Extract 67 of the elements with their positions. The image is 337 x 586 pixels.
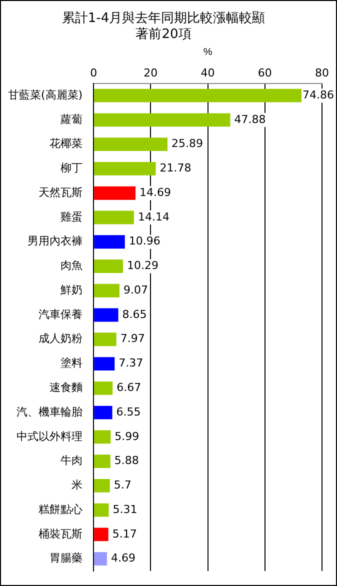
bar — [94, 284, 120, 298]
data-label: 14.69 — [140, 186, 172, 199]
y-tick-label: 牛肉 — [60, 454, 83, 468]
text: 累計1-4月與去年同期比較漲幅較顯 — [62, 11, 266, 26]
bar — [94, 478, 110, 492]
y-tick-label: 蘿蔔 — [60, 112, 83, 126]
bar — [94, 503, 109, 517]
bar — [94, 308, 118, 322]
bar — [94, 381, 113, 395]
x-tick-label: 60 — [258, 66, 272, 80]
bar — [94, 552, 107, 566]
data-label: 5.99 — [114, 430, 140, 443]
data-label: 4.69 — [110, 552, 136, 565]
y-tick-label: 汽車保養 — [38, 308, 83, 321]
data-label: 5.31 — [112, 502, 138, 516]
data-label: 5.17 — [112, 527, 137, 540]
y-tick-label: 速食麵 — [50, 381, 83, 394]
y-tick-label: 胃腸藥 — [50, 552, 83, 565]
bar — [94, 454, 110, 468]
y-tick-label: 男用內衣褲 — [28, 234, 83, 248]
y-tick-label: 鮮奶 — [60, 283, 83, 296]
bar — [94, 357, 115, 370]
y-tick-label: 天然瓦斯 — [38, 186, 83, 199]
y-tick-label: 桶裝瓦斯 — [38, 527, 83, 540]
data-label: 14.14 — [138, 210, 170, 224]
bar — [94, 235, 125, 249]
x-tick-label: 0 — [90, 66, 98, 80]
bar — [94, 186, 136, 200]
data-label: 5.7 — [114, 478, 132, 492]
bar — [94, 162, 156, 176]
data-label: 7.37 — [118, 356, 144, 370]
bar — [94, 332, 116, 346]
data-label: 25.89 — [172, 137, 204, 150]
data-label: 5.88 — [114, 454, 139, 468]
y-tick-label: 塗料 — [60, 356, 83, 370]
bar — [94, 430, 111, 444]
bar — [94, 528, 108, 542]
y-tick-label: 米 — [72, 478, 83, 492]
bar — [94, 210, 134, 224]
x-tick-label: 20 — [144, 66, 158, 80]
x-tick-label: 40 — [200, 66, 215, 80]
data-label: 7.97 — [120, 332, 145, 346]
data-label: 9.07 — [123, 283, 148, 296]
y-tick-label: 花椰菜 — [50, 137, 83, 150]
bar — [94, 260, 123, 273]
y-tick-label: 柳丁 — [60, 162, 83, 175]
x-axis-title: % — [203, 46, 212, 58]
data-label: 6.67 — [116, 381, 142, 394]
bar — [94, 113, 230, 127]
y-tick-label: 肉魚 — [60, 259, 83, 272]
data-label: 8.65 — [122, 308, 147, 321]
bar — [94, 138, 168, 152]
y-tick-label: 汽、機車輪胎 — [16, 405, 83, 418]
text: 著前20項 — [136, 26, 192, 42]
data-label: 10.96 — [128, 234, 160, 248]
data-label: 6.55 — [116, 405, 141, 418]
y-tick-label: 糕餅點心 — [38, 502, 83, 516]
bar — [94, 406, 112, 420]
data-label: 74.86 — [302, 88, 334, 102]
y-tick-label: 甘藍菜(高麗菜) — [8, 88, 83, 102]
x-tick-label: 80 — [315, 66, 329, 80]
y-tick-label: 雞蛋 — [60, 210, 83, 224]
data-label: 21.78 — [160, 162, 192, 175]
data-label: 10.29 — [126, 259, 158, 272]
y-tick-label: 中式以外料理 — [16, 430, 83, 443]
y-tick-label: 成人奶粉 — [38, 332, 83, 346]
data-label: 47.88 — [234, 112, 266, 126]
